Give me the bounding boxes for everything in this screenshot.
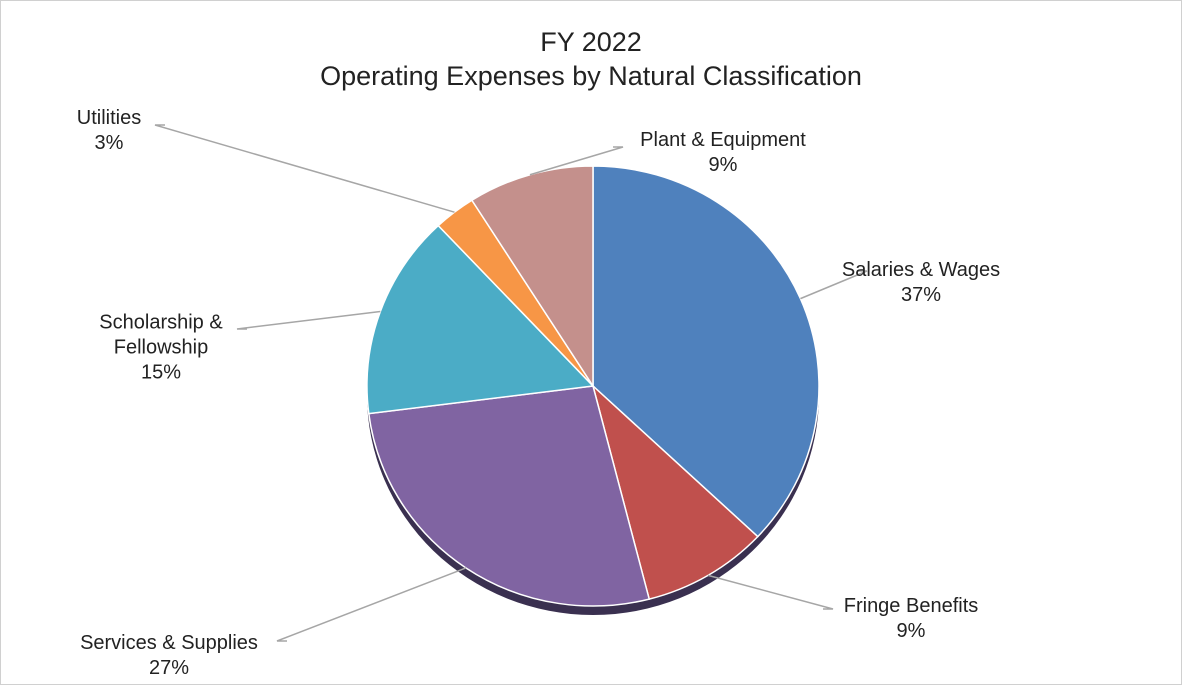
- leader-line: [529, 146, 624, 176]
- category-label: Salaries & Wages: [841, 259, 1001, 281]
- category-label: Services & Supplies: [80, 632, 258, 654]
- value-label: 27%: [148, 657, 190, 679]
- leader-line: [276, 567, 467, 642]
- data-label: Plant & Equipment 9%: [640, 128, 806, 178]
- data-label: Salaries & Wages 37%: [842, 258, 1000, 308]
- chart-title: Operating Expenses by Natural Classifica…: [320, 61, 862, 91]
- leader-line: [236, 310, 381, 330]
- category-label: Fringe Benefits: [843, 595, 979, 617]
- data-label: Fringe Benefits 9%: [844, 594, 979, 644]
- pie-slice: [470, 165, 594, 389]
- category-label: Scholarship & Fellowship: [99, 311, 223, 359]
- value-label: 9%: [708, 154, 738, 176]
- value-label: 9%: [896, 620, 926, 642]
- leader-line: [707, 574, 834, 610]
- data-label: Services & Supplies 27%: [80, 631, 258, 681]
- pie-slice: [367, 385, 651, 607]
- pie-slice: [592, 165, 820, 538]
- leader-line: [154, 124, 455, 213]
- data-label: Utilities 3%: [77, 106, 141, 156]
- category-label: Plant & Equipment: [640, 129, 806, 151]
- chart-title: FY 2022: [540, 27, 642, 57]
- value-label: 37%: [900, 284, 942, 306]
- pie-slice: [591, 383, 759, 600]
- leader-line: [800, 270, 868, 300]
- value-label: 15%: [140, 361, 182, 384]
- data-label: Scholarship & Fellowship 15%: [66, 311, 256, 386]
- category-label: Utilities: [76, 107, 142, 129]
- value-label: 3%: [94, 132, 124, 154]
